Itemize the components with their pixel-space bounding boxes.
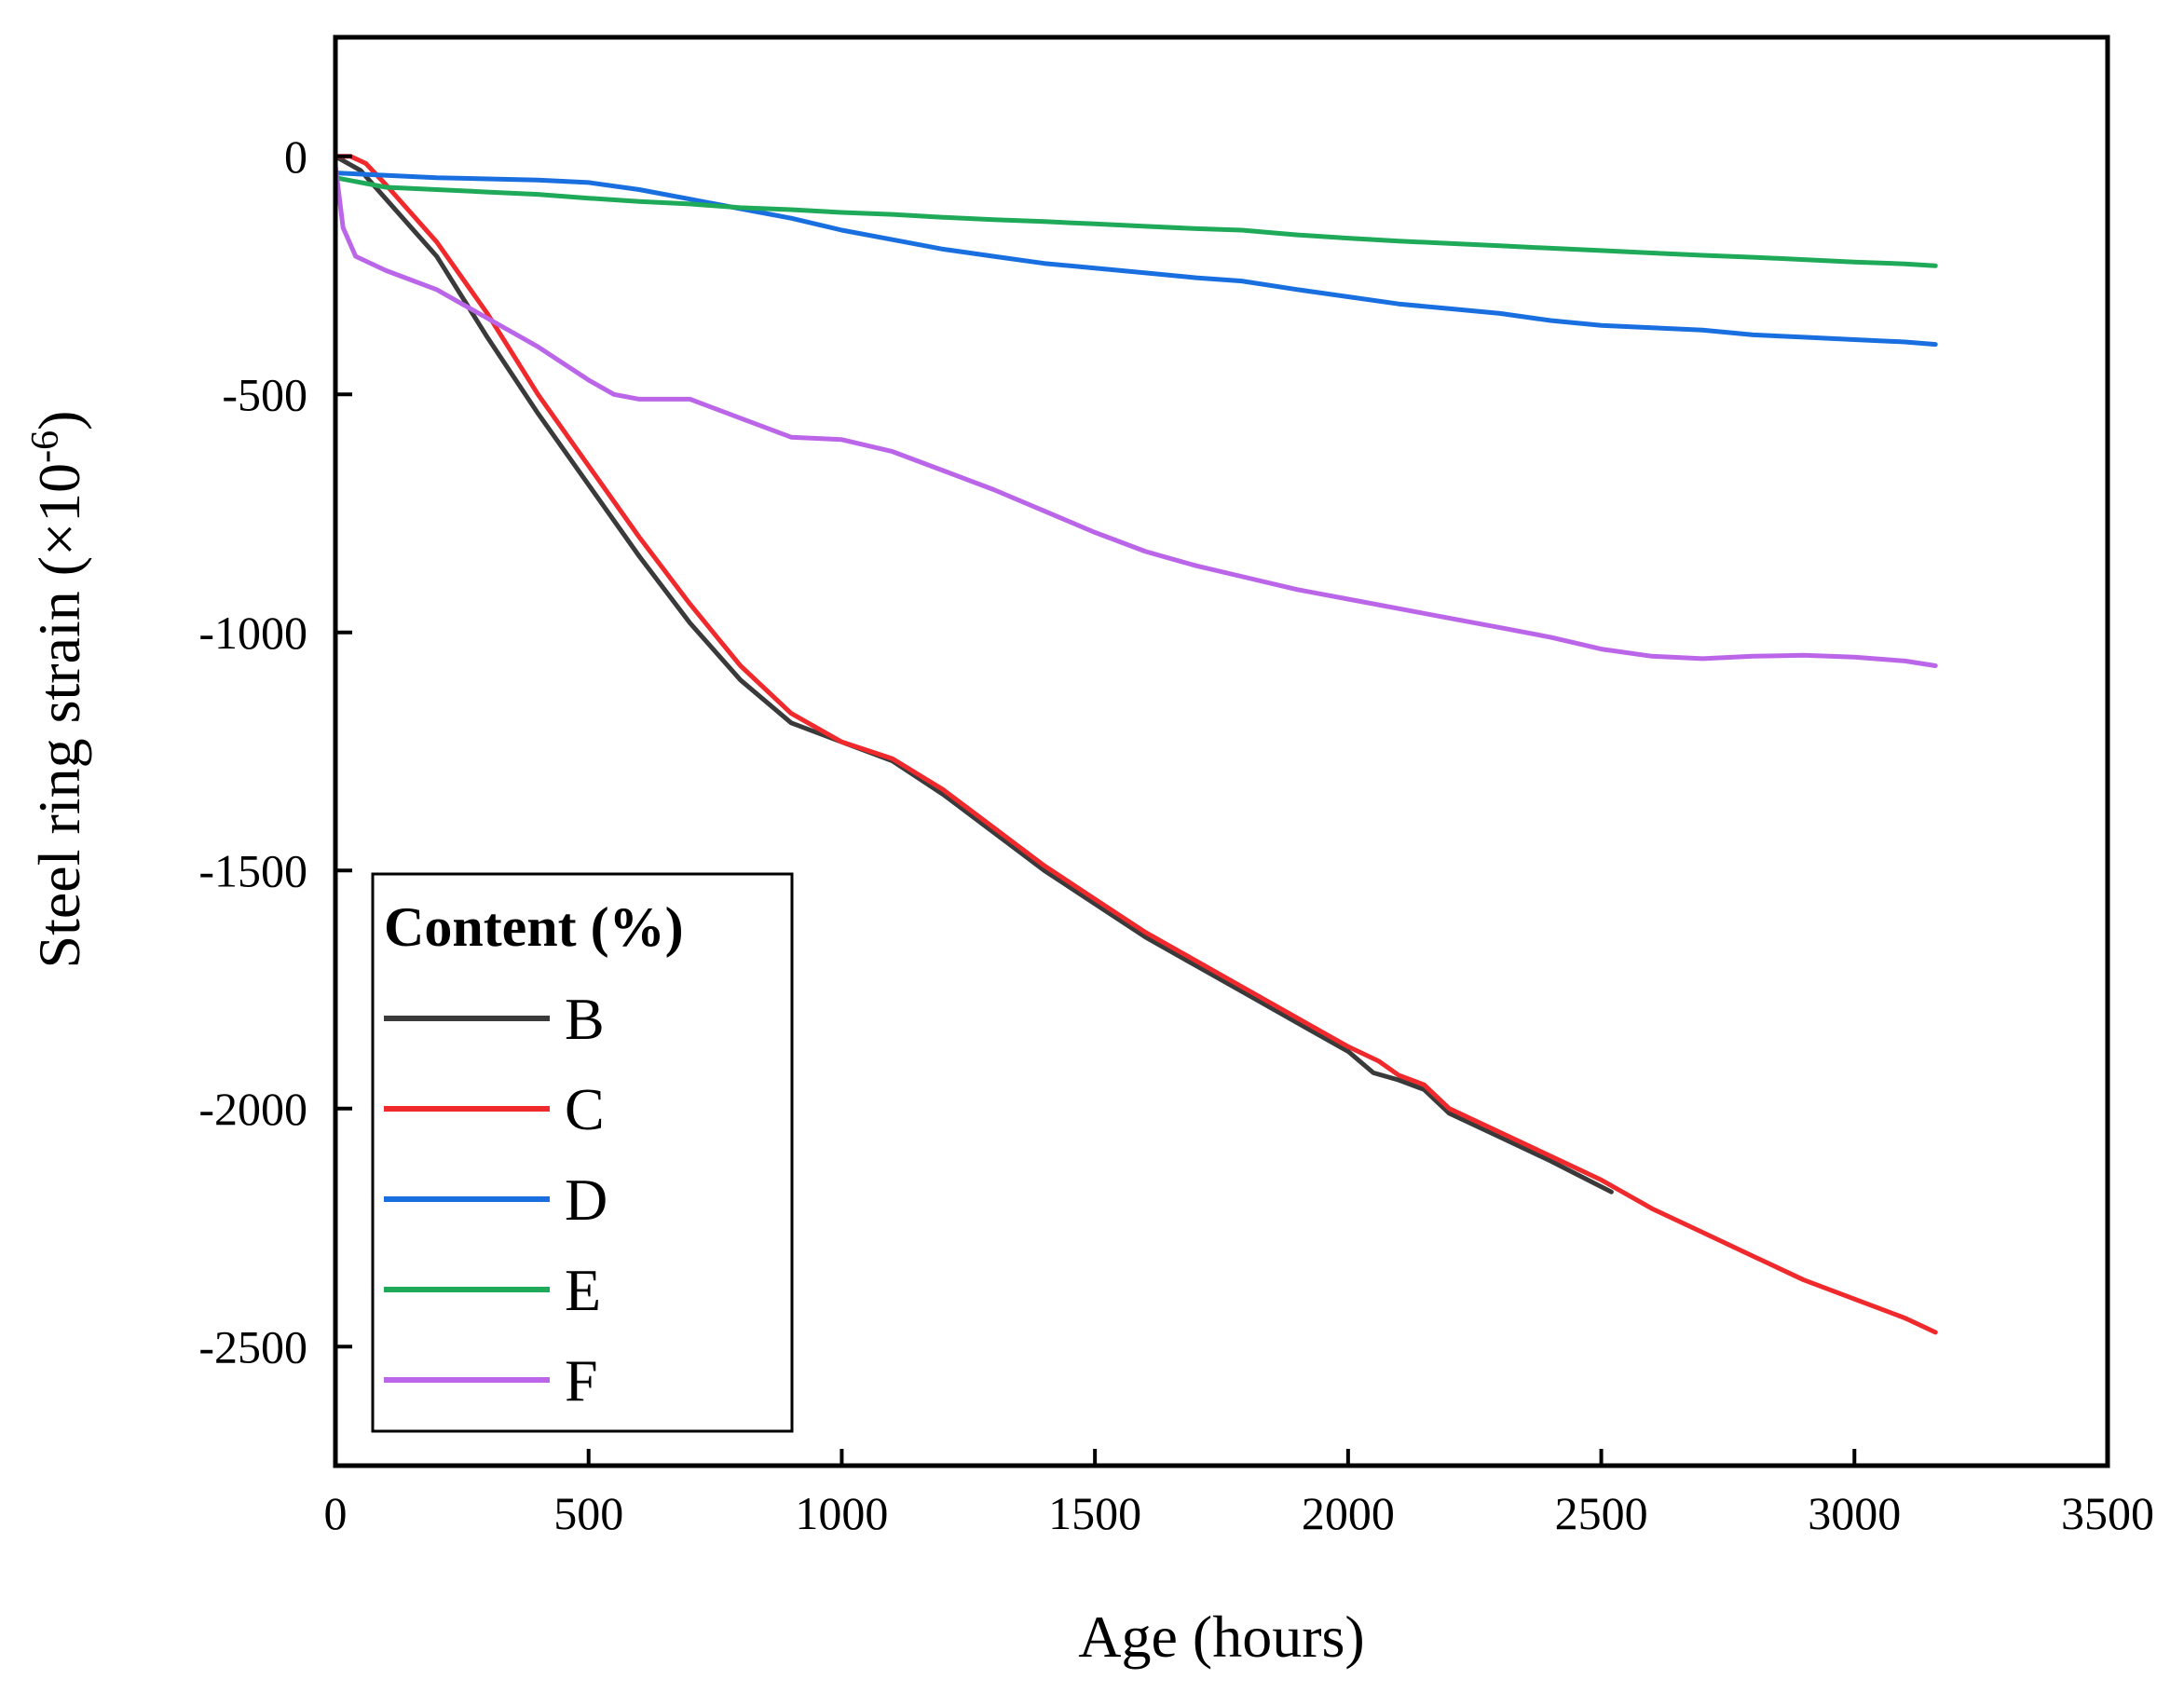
y-tick-label: -2000 bbox=[198, 1083, 307, 1135]
series-line-E bbox=[333, 175, 1938, 268]
legend-label-D: D bbox=[565, 1167, 607, 1233]
series-line-F bbox=[333, 163, 1938, 668]
x-tick-label: 2500 bbox=[1555, 1487, 1648, 1539]
series-line-D bbox=[333, 171, 1938, 348]
plot-frame bbox=[333, 34, 2110, 1468]
y-tick-label: -1000 bbox=[198, 607, 307, 659]
legend-label-B: B bbox=[565, 986, 605, 1052]
y-tick-label: -2500 bbox=[198, 1320, 307, 1372]
y-tick-label: -500 bbox=[222, 368, 307, 420]
x-tick-label: 500 bbox=[553, 1487, 623, 1539]
x-tick-label: 1500 bbox=[1048, 1487, 1141, 1539]
x-tick-label: 1000 bbox=[795, 1487, 888, 1539]
y-axis-title: Steel ring strain (×10-6) bbox=[24, 411, 92, 969]
x-tick-label: 3000 bbox=[1808, 1487, 1901, 1539]
legend-label-C: C bbox=[565, 1076, 605, 1142]
x-tick-label: 0 bbox=[324, 1487, 348, 1539]
legend-label-E: E bbox=[565, 1257, 601, 1323]
x-tick-label: 2000 bbox=[1302, 1487, 1395, 1539]
legend-title: Content (%) bbox=[384, 896, 684, 958]
y-tick-label: 0 bbox=[284, 130, 307, 183]
series-line-B bbox=[333, 154, 1614, 1195]
x-axis-title: Age (hours) bbox=[1078, 1604, 1364, 1670]
plot-lines bbox=[333, 154, 1938, 1335]
y-axis-title-exponent: -6 bbox=[24, 430, 67, 463]
x-axis-ticks: 0 500 1000 1500 2000 2500 3000 3500 bbox=[324, 1449, 2154, 1539]
y-axis-ticks: 0 -500 -1000 -1500 -2000 -2500 bbox=[198, 130, 352, 1372]
y-tick-label: -1500 bbox=[198, 844, 307, 896]
series-line-C bbox=[333, 154, 1938, 1335]
legend-label-F: F bbox=[565, 1347, 598, 1413]
legend-box bbox=[371, 872, 794, 1433]
x-tick-label: 3500 bbox=[2061, 1487, 2154, 1539]
